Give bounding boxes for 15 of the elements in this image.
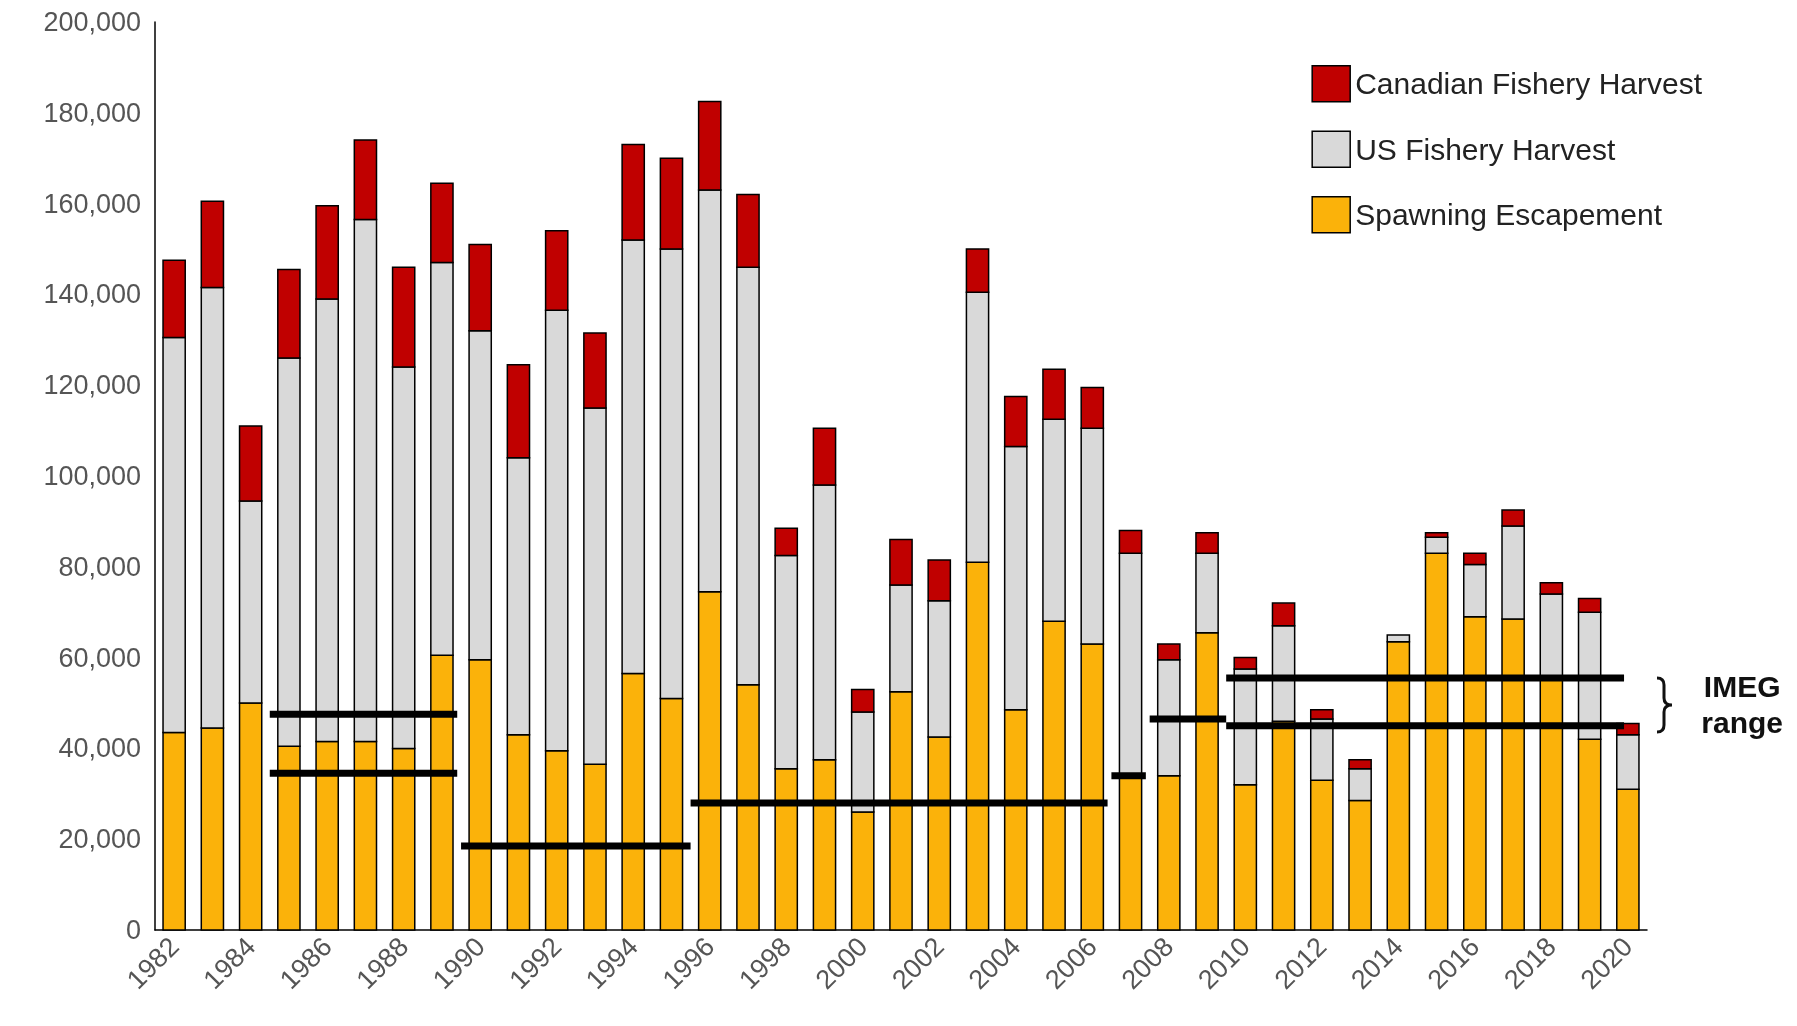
y-tick-label: 40,000 xyxy=(58,733,141,764)
legend-label: Spawning Escapement xyxy=(1355,198,1663,232)
legend-label: Canadian Fishery Harvest xyxy=(1355,67,1703,101)
y-tick-label: 120,000 xyxy=(43,370,141,401)
legend-label: US Fishery Harvest xyxy=(1355,132,1616,166)
y-tick-label: 200,000 xyxy=(43,7,141,37)
y-tick-label: 160,000 xyxy=(43,188,141,219)
text: IMEG range xyxy=(1701,669,1783,739)
y-tick-label: 60,000 xyxy=(58,642,141,673)
y-tick-label: 100,000 xyxy=(43,461,141,491)
y-tick-label: 140,000 xyxy=(43,279,141,310)
y-tick-label: 180,000 xyxy=(43,97,141,128)
y-tick-label: 80,000 xyxy=(58,551,141,582)
y-tick-label: 20,000 xyxy=(58,824,141,855)
y-tick-label: 0 xyxy=(125,915,141,945)
